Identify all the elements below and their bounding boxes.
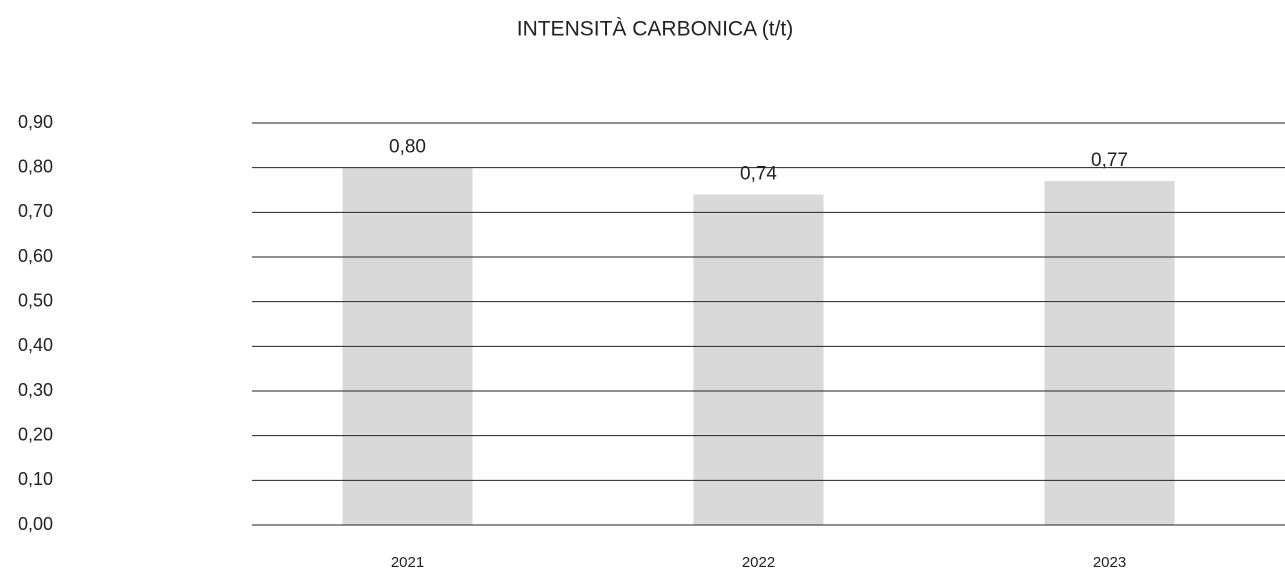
x-tick-label: 2022 (742, 554, 775, 571)
chart-title: INTENSITÀ CARBONICA (t/t) (517, 18, 794, 41)
y-tick-label: 0,40 (18, 335, 53, 355)
bar (1044, 181, 1175, 526)
value-label: 0,74 (740, 163, 777, 184)
value-label: 0,80 (389, 137, 426, 158)
y-tick-label: 0,00 (18, 514, 53, 534)
y-tick-label: 0,30 (18, 380, 53, 400)
y-tick-label: 0,20 (18, 424, 53, 444)
bar (693, 194, 824, 525)
y-tick-label: 0,80 (18, 156, 53, 176)
y-tick-label: 0,90 (18, 112, 53, 132)
y-tick-label: 0,50 (18, 290, 53, 310)
y-tick-label: 0,60 (18, 246, 53, 266)
y-tick-label: 0,10 (18, 469, 53, 489)
y-tick-label: 0,70 (18, 201, 53, 221)
x-tick-label: 2021 (391, 554, 424, 571)
x-tick-label: 2023 (1093, 554, 1126, 571)
value-label: 0,77 (1091, 150, 1128, 171)
